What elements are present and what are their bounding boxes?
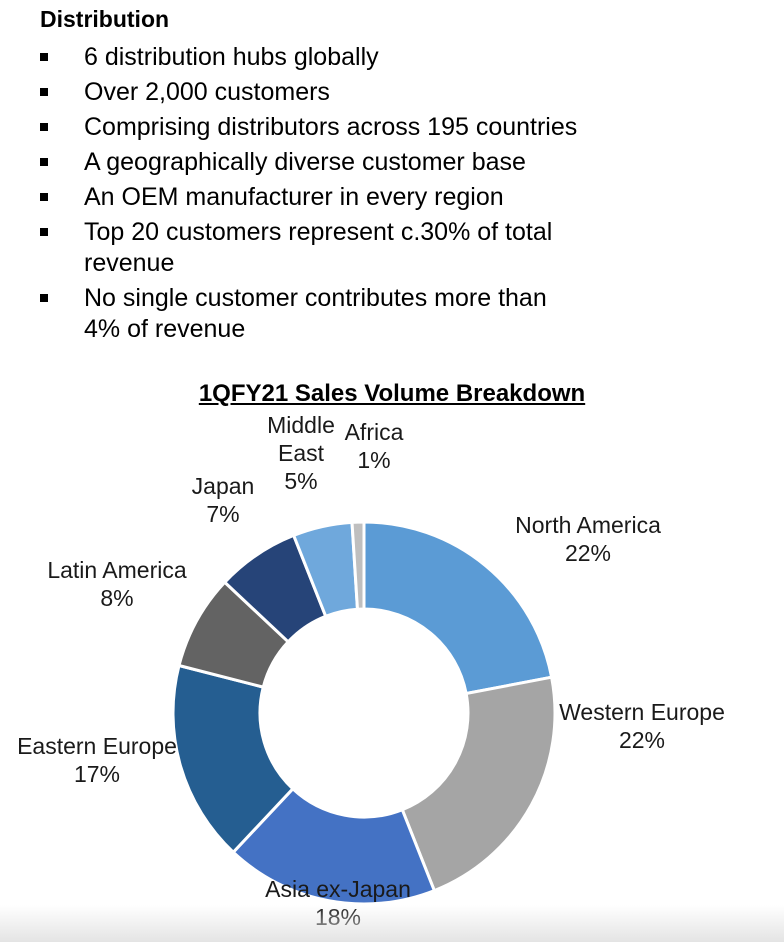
slice-label: Western Europe 22% [559, 699, 725, 753]
bullet-item: An OEM manufacturer in every region [40, 182, 720, 213]
donut-slice [350, 520, 366, 611]
bullet-text: 6 distribution hubs globally [84, 43, 379, 71]
slice-label: Latin America 8% [47, 557, 187, 611]
bullet-square-icon [40, 88, 48, 96]
bullet-text: An OEM manufacturer in every region [84, 183, 504, 211]
bullet-text: 4% of revenue [84, 315, 246, 343]
bullet-text: Over 2,000 customers [84, 78, 330, 106]
slice-label: North America 22% [515, 512, 661, 566]
bullet-square-icon [40, 158, 48, 166]
bullet-square-icon [40, 53, 48, 61]
bullet-item: 6 distribution hubs globally [40, 42, 720, 73]
bullet-text: Top 20 customers represent c.30% of tota… [84, 218, 553, 246]
bullet-item: No single customer contributes more than… [40, 283, 720, 345]
bullet-square-icon [40, 123, 48, 131]
chart-title: 1QFY21 Sales Volume Breakdown [198, 380, 586, 407]
bullet-text: A geographically diverse customer base [84, 148, 526, 176]
donut-slice [400, 675, 557, 893]
slice-label: Africa 1% [345, 419, 404, 473]
bullet-item: Comprising distributors across 195 count… [40, 112, 720, 143]
section-heading: Distribution [40, 6, 170, 32]
bottom-fade [0, 905, 784, 942]
bullet-text: Comprising distributors across 195 count… [84, 113, 578, 141]
slice-label: Middle East 5% [267, 412, 335, 494]
bullet-item: A geographically diverse customer base [40, 147, 720, 178]
bullet-square-icon [40, 294, 48, 302]
donut-slice [231, 786, 437, 906]
bullet-square-icon [40, 228, 48, 236]
bullet-item: Top 20 customers represent c.30% of tota… [40, 217, 720, 279]
bullet-square-icon [40, 193, 48, 201]
bullet-text: No single customer contributes more than [84, 284, 547, 312]
slice-label: Eastern Europe 17% [17, 733, 177, 787]
slice-label: Japan 7% [192, 473, 255, 527]
bullet-item: Over 2,000 customers [40, 77, 720, 108]
bullet-list: 6 distribution hubs globally Over 2,000 c… [40, 42, 720, 349]
bullet-text: revenue [84, 249, 175, 277]
donut-slice [362, 520, 554, 696]
